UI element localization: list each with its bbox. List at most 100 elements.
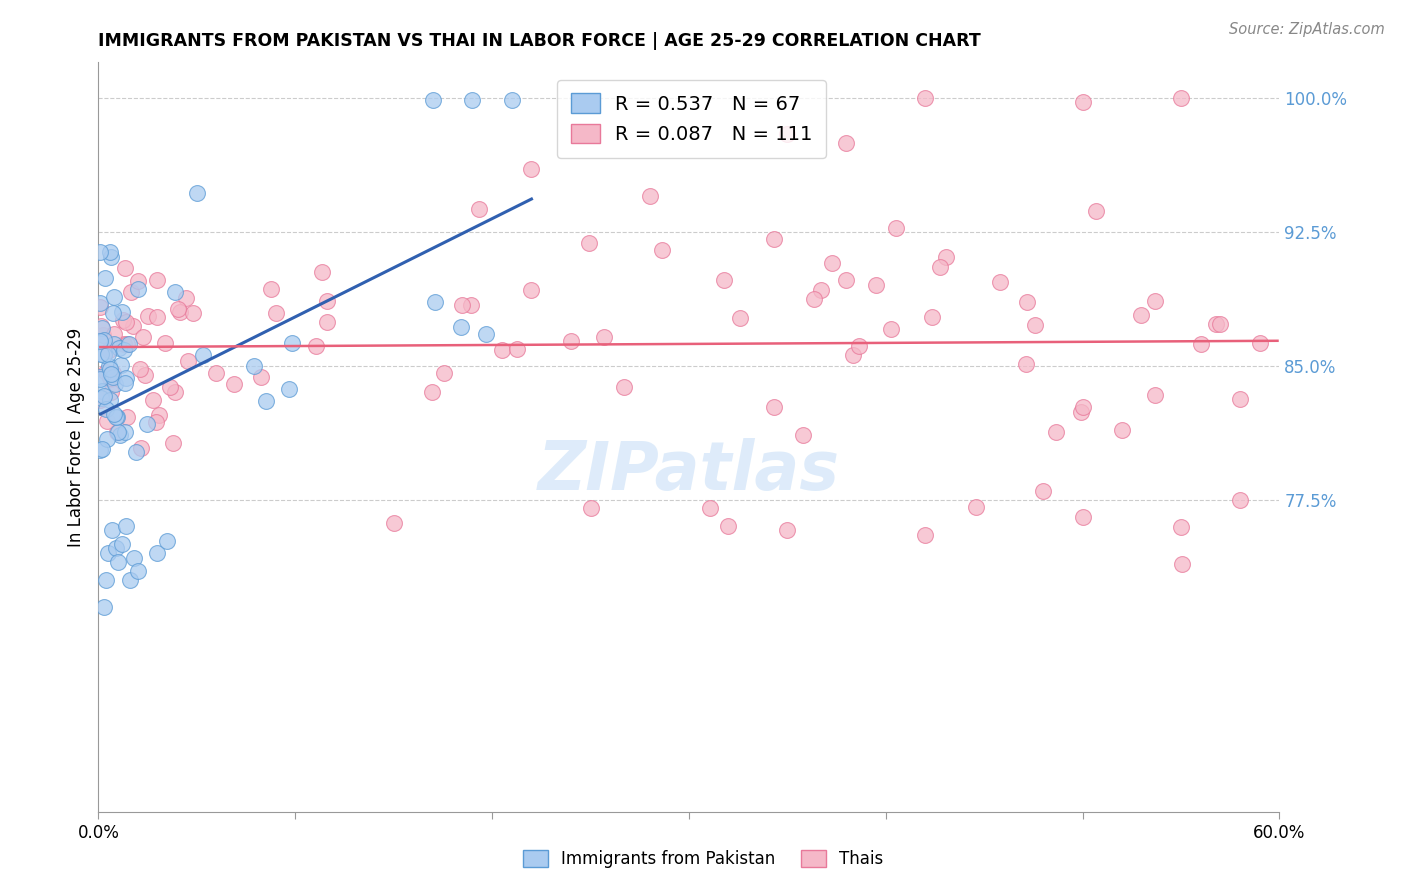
Point <box>146 546 169 560</box>
Point <box>162 436 184 450</box>
Point <box>90 347 112 361</box>
Point <box>89 300 111 314</box>
Point <box>115 519 138 533</box>
Point <box>111 537 134 551</box>
Point <box>122 551 145 566</box>
Point <box>107 342 129 356</box>
Point <box>93 348 115 362</box>
Point <box>865 277 887 292</box>
Point <box>98 359 121 373</box>
Legend: R = 0.537   N = 67, R = 0.087   N = 111: R = 0.537 N = 67, R = 0.087 N = 111 <box>557 79 827 158</box>
Point <box>127 564 149 578</box>
Point <box>699 500 721 515</box>
Point <box>613 380 636 394</box>
Point <box>249 369 271 384</box>
Point <box>98 369 121 384</box>
Point <box>177 354 200 368</box>
Point <box>1015 294 1038 309</box>
Point <box>423 294 446 309</box>
Point <box>433 366 456 380</box>
Point <box>461 93 484 107</box>
Point <box>114 315 136 329</box>
Point <box>491 343 513 357</box>
Point <box>89 442 111 457</box>
Text: Source: ZipAtlas.com: Source: ZipAtlas.com <box>1229 22 1385 37</box>
Point <box>763 232 786 246</box>
Point <box>96 432 118 446</box>
Point <box>1229 392 1251 407</box>
Point <box>281 336 304 351</box>
Point <box>450 319 472 334</box>
Point <box>127 274 149 288</box>
Point <box>762 401 785 415</box>
Point <box>713 273 735 287</box>
Point <box>266 306 288 320</box>
Point <box>93 389 115 403</box>
Point <box>315 315 337 329</box>
Point <box>1229 492 1251 507</box>
Point <box>105 425 128 439</box>
Point <box>101 366 124 380</box>
Point <box>929 260 952 274</box>
Point <box>111 313 134 327</box>
Point <box>1111 423 1133 437</box>
Point <box>114 376 136 391</box>
Point <box>501 93 523 107</box>
Point <box>803 293 825 307</box>
Point <box>792 428 814 442</box>
Point <box>260 282 283 296</box>
Point <box>776 523 799 537</box>
Point <box>94 401 117 416</box>
Point <box>835 273 858 287</box>
Point <box>108 428 131 442</box>
Point <box>96 573 118 587</box>
Point <box>243 359 266 373</box>
Point <box>103 407 125 421</box>
Point <box>107 555 129 569</box>
Point <box>90 384 112 399</box>
Point <box>118 337 141 351</box>
Point <box>115 337 138 351</box>
Point <box>475 327 498 342</box>
Point <box>965 500 987 515</box>
Point <box>105 409 128 424</box>
Point <box>128 361 150 376</box>
Point <box>174 291 197 305</box>
Point <box>91 328 114 343</box>
Text: ZIPatlas: ZIPatlas <box>538 438 839 504</box>
Point <box>191 347 214 361</box>
Point <box>315 293 337 308</box>
Point <box>460 298 482 312</box>
Point <box>1249 335 1271 350</box>
Point <box>278 382 301 396</box>
Point <box>100 384 122 399</box>
Point <box>103 290 125 304</box>
Point <box>810 283 832 297</box>
Point <box>96 365 118 379</box>
Point <box>222 376 245 391</box>
Point <box>205 366 228 380</box>
Point <box>148 409 170 423</box>
Point <box>142 392 165 407</box>
Point <box>105 541 128 555</box>
Point <box>728 310 751 325</box>
Point <box>93 599 115 614</box>
Legend: Immigrants from Pakistan, Thais: Immigrants from Pakistan, Thais <box>516 843 890 875</box>
Point <box>134 368 156 383</box>
Point <box>100 367 122 381</box>
Point <box>520 162 543 177</box>
Point <box>138 309 160 323</box>
Point <box>1024 318 1046 333</box>
Point <box>101 523 124 537</box>
Point <box>1171 558 1194 572</box>
Point <box>159 380 181 394</box>
Point <box>89 370 111 384</box>
Point <box>105 409 128 424</box>
Point <box>114 425 136 439</box>
Point <box>560 334 582 349</box>
Point <box>717 519 740 533</box>
Point <box>914 528 936 542</box>
Point <box>90 392 112 406</box>
Point <box>821 256 844 270</box>
Point <box>122 319 145 334</box>
